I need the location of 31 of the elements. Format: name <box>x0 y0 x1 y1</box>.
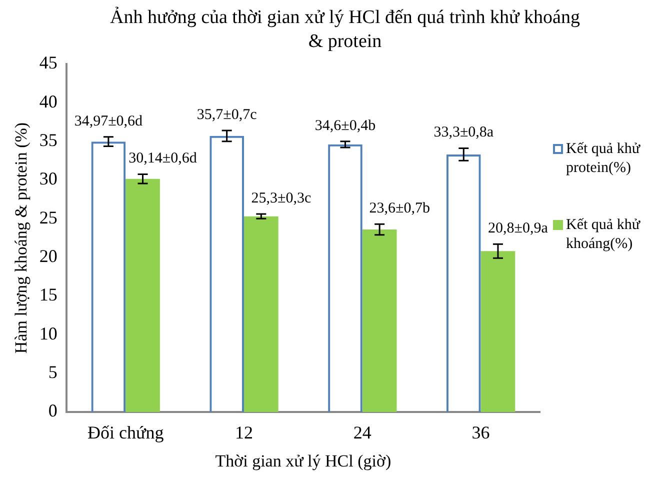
legend-label: Kết quả khử protein(%) <box>566 140 642 178</box>
x-tick-label: 12 <box>235 422 253 443</box>
chart-title: Ảnh hưởng của thời gian xử lý HCl đến quá trình khử khoáng & protein <box>110 6 580 54</box>
data-label: 33,3±0,8a <box>434 124 494 141</box>
bar <box>244 216 278 412</box>
data-label: 20,8±0,9a <box>488 220 548 237</box>
data-label: 34,6±0,4b <box>314 118 376 134</box>
data-label: 34,97±0,6d <box>74 113 144 130</box>
x-tick-label: Đối chứng <box>87 422 164 443</box>
bar <box>480 251 516 412</box>
y-tick-label: 45 <box>39 52 58 73</box>
x-tick-label: 24 <box>353 422 372 443</box>
y-axis-title: Hàm lượng khoáng & protein (%) <box>12 122 31 354</box>
y-tick-label: 0 <box>48 400 58 421</box>
y-tick-label: 20 <box>39 246 58 266</box>
legend-label: Kết quả khử khoáng(%) <box>566 216 642 254</box>
y-tick-label: 35 <box>39 130 58 150</box>
x-tick-label: 36 <box>472 422 490 443</box>
y-tick-label: 5 <box>48 362 58 382</box>
data-label: 30,14±0,6d <box>128 150 198 167</box>
y-tick-label: 30 <box>39 168 58 189</box>
x-axis-title: Thời gian xử lý HCl (giờ) <box>215 451 392 470</box>
bar <box>362 229 397 412</box>
data-label: 35,7±0,7c <box>196 106 258 123</box>
y-tick-label: 40 <box>39 91 58 112</box>
y-tick-label: 15 <box>39 284 58 305</box>
y-tick-label: 10 <box>39 323 58 344</box>
data-label: 25,3±0,3c <box>251 190 312 206</box>
bar <box>126 178 160 412</box>
y-tick-label: 25 <box>39 207 58 228</box>
data-label: 23,6±0,7b <box>369 200 430 217</box>
